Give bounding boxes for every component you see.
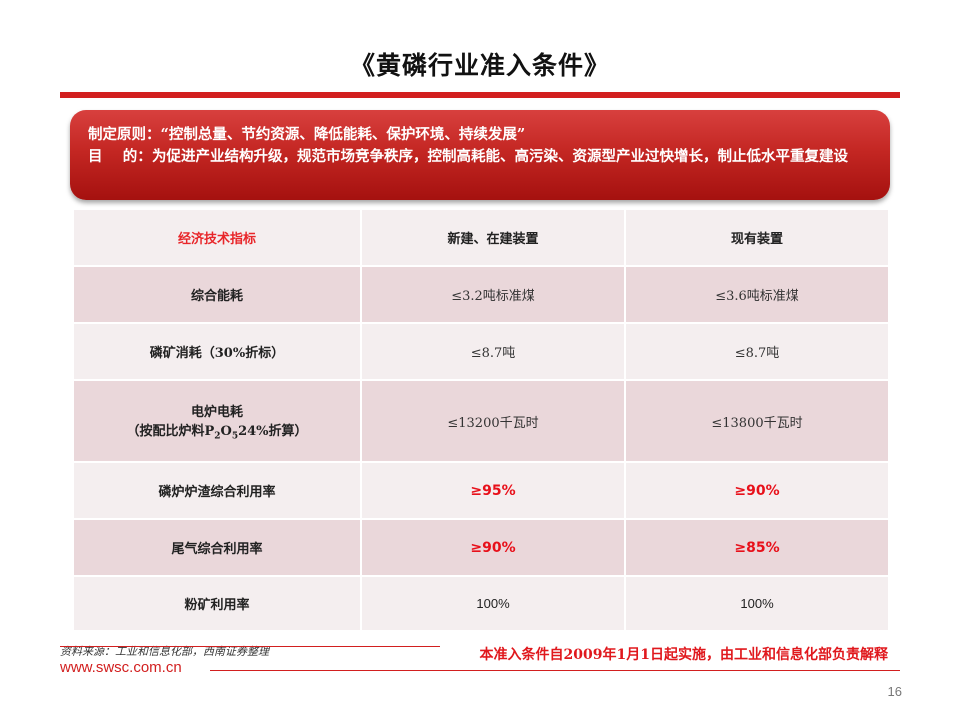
footer-divider [60, 646, 440, 647]
new-value-cell: 100% [360, 575, 626, 632]
indicator-line1: 电炉电耗 [190, 404, 243, 420]
principle-line: 制定原则：“控制总量、节约资源、降低能耗、保护环境、持续发展” [88, 124, 874, 146]
existing-value-cell: ≥85% [624, 518, 890, 577]
table-row: 尾气综合利用率 ≥90% ≥85% [72, 518, 890, 577]
subscript-2: 2 [214, 431, 221, 442]
existing-value-cell: ≥90% [624, 461, 890, 520]
indicator-cell: 综合能耗 [72, 265, 362, 324]
title-divider [60, 92, 900, 98]
new-value-cell: ≥95% [360, 461, 626, 520]
page-number: 16 [887, 684, 902, 699]
indicator-line2: （按配比炉料P2O524%折算） [75, 420, 359, 442]
purpose-text: 为促进产业结构升级，规范市场竞争秩序，控制高耗能、高污染、资源型产业过快增长，制… [152, 148, 848, 165]
existing-value-cell: ≤8.7吨 [624, 322, 890, 381]
existing-value-cell: ≤3.6吨标准煤 [624, 265, 890, 324]
new-value-cell: ≤13200千瓦时 [360, 379, 626, 463]
table-row: 电炉电耗 （按配比炉料P2O524%折算） ≤13200千瓦时 ≤13800千瓦… [72, 379, 890, 463]
header-existing: 现有装置 [624, 208, 890, 267]
header-indicator: 经济技术指标 [72, 208, 362, 267]
website-divider [210, 670, 900, 671]
indicator-cell: 电炉电耗 （按配比炉料P2O524%折算） [72, 379, 362, 463]
indicator-cell: 尾气综合利用率 [72, 518, 362, 577]
criteria-table: 经济技术指标 新建、在建装置 现有装置 综合能耗 ≤3.2吨标准煤 ≤3.6吨标… [72, 208, 890, 632]
indicator-line2-pre: （按配比炉料P [126, 423, 215, 439]
purpose-line: 目 的：为促进产业结构升级，规范市场竞争秩序，控制高耗能、高污染、资源型产业过快… [88, 146, 874, 168]
table-row: 磷矿消耗（30%折标） ≤8.7吨 ≤8.7吨 [72, 322, 890, 381]
table-row: 粉矿利用率 100% 100% [72, 575, 890, 632]
page-title: 《黄磷行业准入条件》 [349, 51, 610, 80]
effective-date-note: 本准入条件自2009年1月1日起实施，由工业和信息化部负责解释 [479, 647, 888, 663]
new-value-cell: ≤3.2吨标准煤 [360, 265, 626, 324]
subscript-5: 5 [231, 431, 239, 442]
new-value-cell: ≥90% [360, 518, 626, 577]
source-note: 资料来源：工业和信息化部，西南证券整理 [60, 645, 269, 658]
table-header-row: 经济技术指标 新建、在建装置 现有装置 [72, 208, 890, 267]
existing-value-cell: 100% [624, 575, 890, 632]
header-new: 新建、在建装置 [360, 208, 626, 267]
table-row: 磷炉炉渣综合利用率 ≥95% ≥90% [72, 461, 890, 520]
indicator-line2-post: 24%折算） [238, 423, 308, 439]
principle-banner: 制定原则：“控制总量、节约资源、降低能耗、保护环境、持续发展” 目 的：为促进产… [70, 110, 890, 200]
purpose-label: 目 的： [88, 148, 152, 165]
indicator-cell: 磷矿消耗（30%折标） [72, 322, 362, 381]
indicator-cell: 粉矿利用率 [72, 575, 362, 632]
principle-label: 制定原则： [88, 126, 161, 143]
indicator-cell: 磷炉炉渣综合利用率 [72, 461, 362, 520]
new-value-cell: ≤8.7吨 [360, 322, 626, 381]
principle-text: “控制总量、节约资源、降低能耗、保护环境、持续发展” [160, 126, 526, 143]
website-link[interactable]: www.swsc.com.cn [60, 659, 182, 676]
table-row: 综合能耗 ≤3.2吨标准煤 ≤3.6吨标准煤 [72, 265, 890, 324]
existing-value-cell: ≤13800千瓦时 [624, 379, 890, 463]
indicator-mid: O [220, 423, 232, 439]
